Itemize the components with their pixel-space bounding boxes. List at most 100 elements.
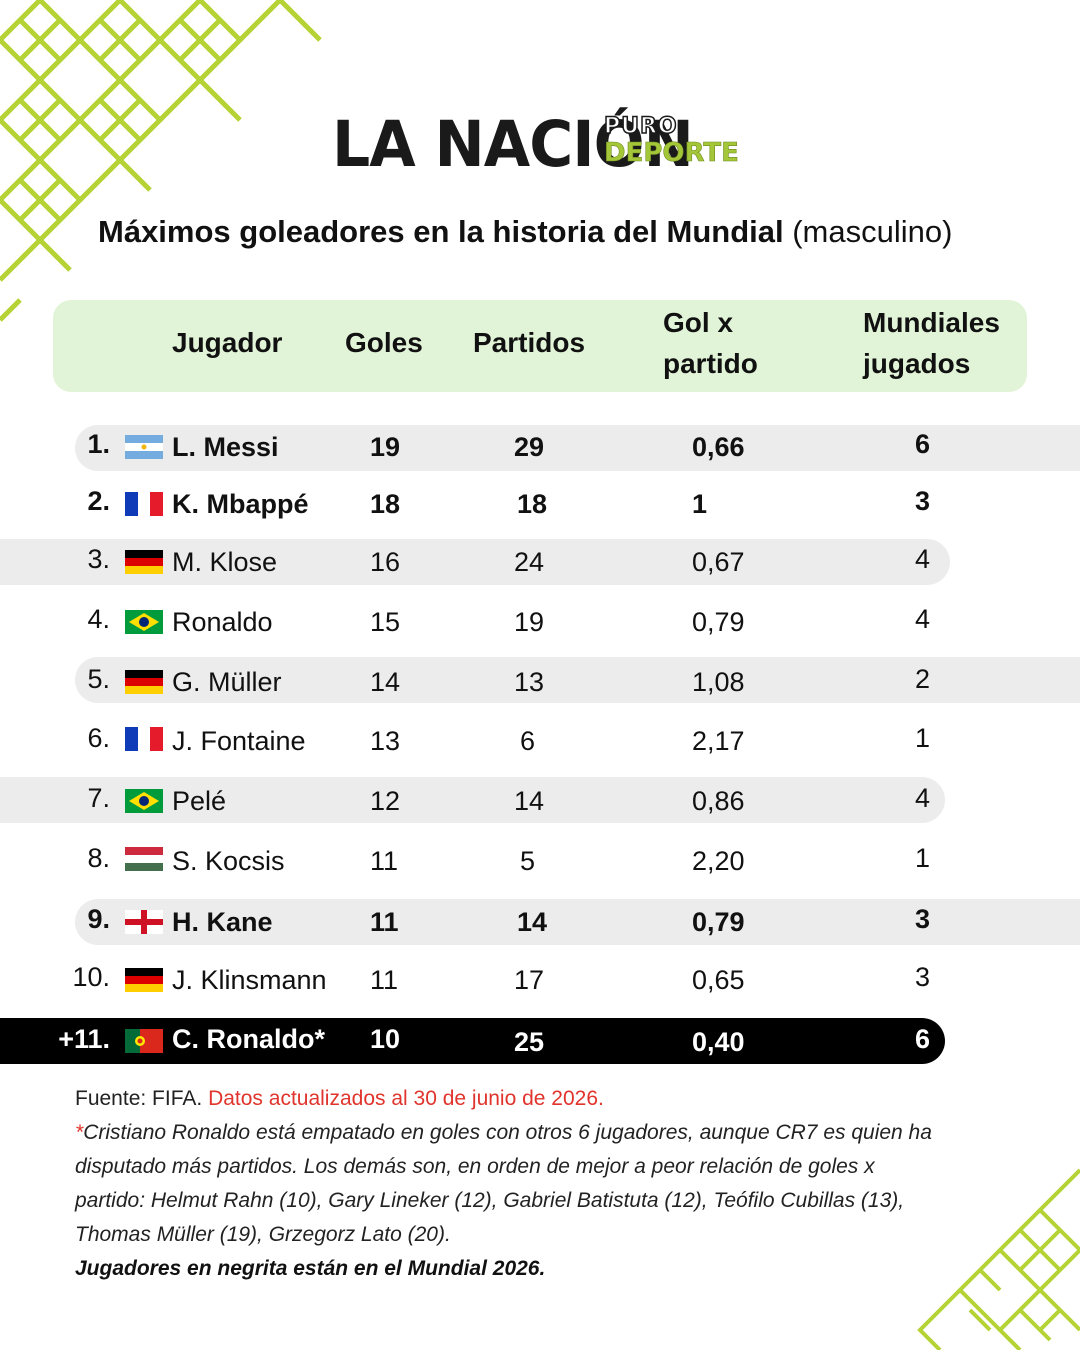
goal-ratio: 1 [692,489,708,519]
goal-ratio: 2,20 [692,846,745,876]
goals: 11 [370,846,399,876]
matches: 25 [514,1027,545,1057]
header-cups-line1: Mundiales [863,307,1000,338]
goals: 19 [370,432,401,462]
argentina-flag-icon [125,435,163,459]
header-goals: Goles [345,327,423,358]
matches: 5 [520,846,536,876]
world-cups: 2 [915,664,931,694]
matches: 19 [514,607,545,637]
header-ratio-line1: Gol x [663,307,734,338]
lattice-pattern-top-left [0,0,322,322]
world-cups: 3 [915,486,931,516]
footer-source: Fuente: FIFA. [75,1087,203,1110]
world-cups: 4 [915,783,931,813]
goal-ratio: 1,08 [692,667,745,697]
footer-updated: Datos actualizados al 30 de junio de 202… [208,1087,604,1110]
goal-ratio: 0,65 [692,965,745,995]
player-name: J. Klinsmann [172,965,327,995]
world-cups: 3 [915,904,931,934]
brand-sub-bottom: DEPORTE [604,138,739,169]
matches: 13 [514,667,545,697]
matches: 29 [514,432,545,462]
player-name: C. Ronaldo* [172,1024,325,1054]
france-flag-icon [125,492,163,516]
header-ratio-line2: partido [663,348,758,379]
brand-name: LA NACIÓN [332,108,694,182]
world-cups: 6 [915,429,931,459]
rank: 10. [72,962,110,992]
goals: 13 [370,726,401,756]
goal-ratio: 0,66 [692,432,745,462]
goal-ratio: 0,79 [692,607,745,637]
matches: 17 [514,965,545,995]
matches: 14 [514,786,545,816]
footer-asterisk: * [75,1121,84,1144]
rank: 7. [87,783,110,813]
goals: 10 [370,1024,401,1054]
row-background [75,657,1080,703]
footer-note-line: partido: Helmut Rahn (10), Gary Lineker … [75,1189,905,1212]
germany-flag-icon [125,550,163,574]
footer-bold-note: Jugadores en negrita están en el Mundial… [75,1257,546,1280]
table-header [53,300,1027,392]
matches: 6 [520,726,536,756]
title-suffix: (masculino) [792,214,953,249]
matches: 14 [517,907,548,937]
brand-sub-top: PURO [603,113,678,140]
world-cups: 6 [915,1024,931,1054]
goal-ratio: 0,79 [692,907,745,937]
footer-note-line: *Cristiano Ronaldo está empatado en gole… [75,1116,932,1150]
hungary-flag-icon [125,847,163,871]
player-name: Pelé [172,786,227,816]
france-flag-icon [125,727,163,751]
brazil-flag-icon [125,789,163,813]
goals: 16 [370,547,401,577]
player-name: S. Kocsis [172,846,285,876]
rank: +11. [58,1024,110,1054]
footer-source-line: Fuente: FIFA. Datos actualizados al 30 d… [75,1082,604,1116]
rank: 2. [87,486,110,516]
rank: 8. [87,843,110,873]
rank: 3. [87,544,110,574]
header-player: Jugador [172,327,283,358]
header-cups-line2: jugados [863,348,971,379]
rank: 1. [87,429,110,459]
goals: 11 [370,965,399,995]
row-background [75,425,1080,471]
goal-ratio: 0,40 [692,1027,745,1057]
goals: 18 [370,489,401,519]
player-name: G. Müller [172,667,282,697]
rank: 9. [87,904,110,934]
rank: 5. [87,664,110,694]
footer-note-text: Cristiano Ronaldo está empatado en goles… [83,1121,932,1144]
player-name: L. Messi [172,432,279,462]
rank: 6. [87,723,110,753]
germany-flag-icon [125,968,163,992]
brand-logo: LA NACIÓN PURO DEPORTE [332,104,752,182]
world-cups: 3 [915,962,931,992]
matches: 18 [517,489,548,519]
player-name: K. Mbappé [172,489,309,519]
goals: 15 [370,607,401,637]
footer-note-line: Thomas Müller (19), Grzegorz Lato (20). [75,1223,451,1246]
player-name: J. Fontaine [172,726,306,756]
lattice-pattern-bottom-right [917,1168,1080,1350]
page-title: Máximos goleadores en la historia del Mu… [98,214,952,250]
goals: 12 [370,786,401,816]
goal-ratio: 0,86 [692,786,745,816]
matches: 24 [514,547,545,577]
goals: 11 [370,907,399,937]
player-name: M. Klose [172,547,278,577]
row-background [75,899,1080,945]
brazil-flag-icon [125,610,163,634]
title-bold: Máximos goleadores en la historia del Mu… [98,214,784,249]
world-cups: 1 [915,843,931,873]
england-flag-icon [125,910,163,934]
footer-note-line: disputado más partidos. Los demás son, e… [75,1155,875,1178]
rank: 4. [87,604,110,634]
world-cups: 4 [915,544,931,574]
world-cups: 1 [915,723,931,753]
goal-ratio: 0,67 [692,547,745,577]
player-name: H. Kane [172,907,273,937]
